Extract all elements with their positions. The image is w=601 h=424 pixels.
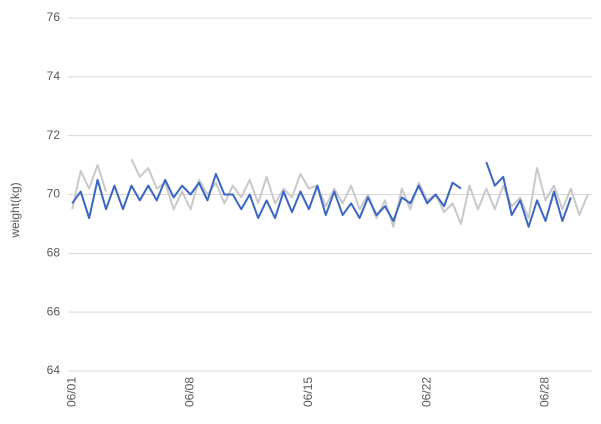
x-tick-label: 06/28 [538, 377, 552, 407]
y-tick-label: 76 [47, 10, 61, 24]
y-tick-label: 68 [47, 246, 61, 260]
x-tick-label: 06/22 [419, 377, 433, 407]
x-tick-label: 06/01 [64, 377, 78, 407]
y-tick-label: 74 [47, 69, 61, 83]
y-tick-label: 70 [47, 187, 61, 201]
y-axis-title: weight(kg) [8, 182, 22, 238]
series-line [71, 158, 589, 228]
x-tick-label: 06/15 [301, 377, 315, 407]
y-tick-label: 66 [47, 304, 61, 318]
series-line [71, 161, 572, 228]
y-tick-label: 72 [47, 128, 61, 142]
y-tick-label: 64 [47, 363, 61, 377]
x-tick-label: 06/08 [183, 377, 197, 407]
